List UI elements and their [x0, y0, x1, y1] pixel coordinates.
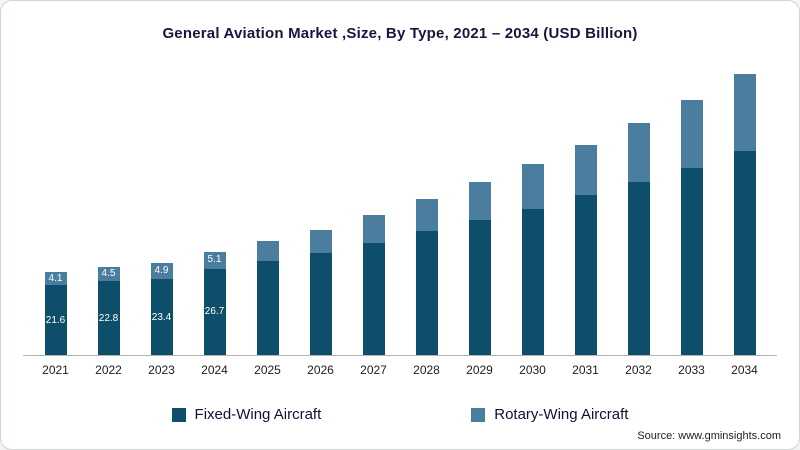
legend-item-rotary-wing: Rotary-Wing Aircraft: [471, 406, 628, 423]
bar-2029-fixed-segment: [468, 220, 491, 356]
bar-value-label: 22.8: [98, 312, 119, 324]
bar-2029-rotary-segment: [468, 182, 491, 220]
legend-label-fixed-wing: Fixed-Wing Aircraft: [194, 406, 322, 423]
x-axis-label-2022: 2022: [95, 363, 122, 377]
bar-2034-rotary-segment: [733, 74, 756, 152]
bar-column-2031: [559, 144, 612, 356]
bar-value-label: 5.1: [207, 254, 222, 266]
source-attribution: Source: www.gminsights.com: [637, 430, 781, 442]
bar-2031-rotary-segment: [574, 144, 597, 196]
x-axis-label-2026: 2026: [307, 363, 334, 377]
x-axis-line: [23, 355, 777, 356]
x-axis-label-2024: 2024: [201, 363, 228, 377]
bar-2030-rotary-segment: [521, 164, 544, 209]
bar-value-label: 4.1: [48, 272, 63, 284]
bar-value-label: 26.7: [204, 306, 225, 318]
bar-2032-rotary-segment: [627, 123, 650, 183]
x-axis-label-2030: 2030: [519, 363, 546, 377]
bar-value-label: 4.5: [101, 267, 116, 279]
x-axis-label-2027: 2027: [360, 363, 387, 377]
bar-2024-rotary-segment: 5.1: [203, 251, 226, 269]
legend-swatch-rotary-wing: [471, 407, 486, 422]
x-axis-label-2023: 2023: [148, 363, 175, 377]
bar-column-2033: [665, 100, 718, 356]
legend-item-fixed-wing: Fixed-Wing Aircraft: [171, 406, 322, 423]
x-axis-label-2031: 2031: [572, 363, 599, 377]
bar-2027: [362, 215, 385, 356]
bar-2025: [256, 241, 279, 356]
bar-2024-fixed-segment: 26.7: [203, 268, 226, 356]
chart-title: General Aviation Market ,Size, By Type, …: [162, 25, 638, 42]
bar-2029: [468, 182, 491, 356]
bar-2023-fixed-segment: 23.4: [150, 279, 173, 356]
bar-2031-fixed-segment: [574, 195, 597, 356]
bar-column-2029: [453, 182, 506, 356]
plot-wrap: 4.1 21.6 4.5 22.8 4.9 23.4 5.1 26.7 2021 2022 202…: [23, 61, 777, 377]
bar-2027-rotary-segment: [362, 215, 385, 243]
bar-column-2028: [400, 198, 453, 356]
bar-2025-fixed-segment: [256, 260, 279, 356]
bar-column-2023: 4.9 23.4: [135, 263, 188, 356]
bar-2034: [733, 74, 756, 356]
x-axis-labels: 2021 2022 2023 2024 2025 2026 2027 2028 2029 2030…: [23, 363, 777, 377]
bar-value-label: 21.6: [45, 314, 66, 326]
bar-column-2030: [506, 164, 559, 356]
x-axis-label-2032: 2032: [625, 363, 652, 377]
bar-value-label: 23.4: [151, 311, 172, 323]
x-axis-label-2021: 2021: [42, 363, 69, 377]
bar-2026-rotary-segment: [309, 229, 332, 253]
bar-column-2022: 4.5 22.8: [82, 266, 135, 356]
bar-2021-rotary-segment: 4.1: [44, 271, 67, 286]
bar-column-2027: [347, 215, 400, 356]
bar-2022-rotary-segment: 4.5: [97, 266, 120, 282]
bar-2028: [415, 198, 438, 356]
bar-2028-fixed-segment: [415, 231, 438, 356]
bar-2022-fixed-segment: 22.8: [97, 281, 120, 356]
bar-2034-fixed-segment: [733, 151, 756, 356]
bar-2021-fixed-segment: 21.6: [44, 285, 67, 356]
x-axis-label-2028: 2028: [413, 363, 440, 377]
x-axis-label-2033: 2033: [678, 363, 705, 377]
bar-2030: [521, 164, 544, 356]
bar-2030-fixed-segment: [521, 208, 544, 356]
x-axis-label-2034: 2034: [731, 363, 758, 377]
bar-2022: 4.5 22.8: [97, 266, 120, 356]
bar-column-2034: [718, 74, 771, 356]
x-axis-label-2029: 2029: [466, 363, 493, 377]
bar-2021: 4.1 21.6: [44, 271, 67, 356]
bar-2032: [627, 123, 650, 356]
bar-2032-fixed-segment: [627, 182, 650, 356]
bar-2023: 4.9 23.4: [150, 263, 173, 356]
plot-area: 4.1 21.6 4.5 22.8 4.9 23.4 5.1 26.7: [23, 61, 777, 356]
bar-2026: [309, 229, 332, 356]
bar-column-2025: [241, 241, 294, 356]
bar-value-label: 4.9: [154, 265, 169, 277]
bar-2024: 5.1 26.7: [203, 251, 226, 356]
bar-column-2024: 5.1 26.7: [188, 251, 241, 356]
legend-swatch-fixed-wing: [171, 407, 186, 422]
x-axis-label-2025: 2025: [254, 363, 281, 377]
bar-2033-rotary-segment: [680, 100, 703, 168]
bar-2025-rotary-segment: [256, 241, 279, 261]
bar-2027-fixed-segment: [362, 242, 385, 356]
bar-2031: [574, 144, 597, 356]
bar-2033: [680, 100, 703, 356]
bar-2026-fixed-segment: [309, 252, 332, 356]
bar-2023-rotary-segment: 4.9: [150, 263, 173, 280]
bar-column-2021: 4.1 21.6: [29, 271, 82, 356]
bar-2033-fixed-segment: [680, 167, 703, 356]
bar-column-2032: [612, 123, 665, 356]
legend-label-rotary-wing: Rotary-Wing Aircraft: [494, 406, 629, 423]
bar-column-2026: [294, 229, 347, 356]
chart-legend: Fixed-Wing Aircraft Rotary-Wing Aircraft: [1, 406, 799, 423]
bar-2028-rotary-segment: [415, 198, 438, 232]
